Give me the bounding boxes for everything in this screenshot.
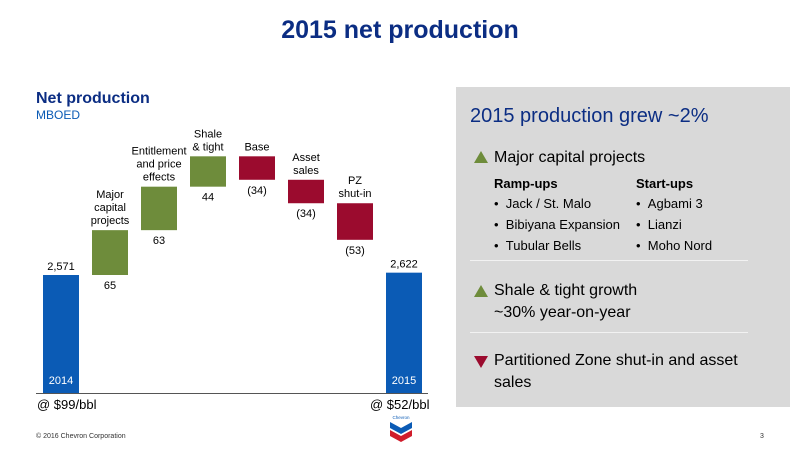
data-label: 2,622 [390, 259, 418, 271]
data-label: 2,571 [47, 261, 75, 273]
bar-total-7 [386, 272, 422, 393]
increase-triangle-icon [474, 151, 488, 163]
section-major-capital-heading: Major capital projects [494, 149, 646, 166]
category-label: Asset [292, 152, 320, 164]
category-label: Base [244, 141, 269, 153]
category-label: Shale [194, 128, 222, 140]
panel-divider [470, 332, 748, 333]
bar-increase-1 [92, 230, 128, 275]
bar-year-label: 2015 [392, 375, 416, 387]
section-pz-shut-in: Partitioned Zone shut-in and asset sales [494, 352, 738, 391]
start-ups-heading: Start-ups [636, 176, 694, 191]
data-label: 63 [153, 235, 165, 247]
bar-decrease-4 [239, 156, 275, 180]
start-ups-list: • Agbami 3 • Lianzi • Moho Nord [636, 193, 712, 256]
data-label: (53) [345, 245, 365, 257]
copyright: © 2016 Chevron Corporation [36, 433, 126, 440]
list-item: • Agbami 3 [636, 196, 703, 211]
section-shale-growth: Shale & tight growth ~30% year-on-year [494, 282, 638, 321]
bar-decrease-5 [288, 179, 324, 204]
category-label: Entitlement [131, 146, 186, 158]
category-label: effects [143, 172, 176, 184]
category-label: sales [293, 165, 319, 177]
chart-unit: MBOED [36, 108, 81, 122]
ramp-ups-heading: Ramp-ups [494, 176, 558, 191]
page-title: 2015 net production [281, 16, 519, 44]
bar-total-0 [43, 275, 79, 393]
chevron-logo: Chevron [390, 415, 412, 442]
data-label: (34) [247, 185, 267, 197]
chart-title: Net production [36, 90, 150, 107]
logo-chevron-red [390, 430, 412, 442]
price-label-2015: @ $52/bbl [370, 397, 430, 412]
category-label: PZ [348, 175, 362, 187]
category-label: and price [136, 159, 181, 171]
chart-baseline [36, 393, 428, 394]
bar-increase-2 [141, 186, 177, 231]
decrease-triangle-icon [474, 356, 488, 368]
page-number: 3 [760, 433, 764, 440]
panel-divider [470, 260, 748, 261]
panel-title: 2015 production grew ~2% [470, 105, 709, 127]
category-label: Major [96, 189, 124, 201]
data-label: (34) [296, 208, 316, 220]
logo-text: Chevron [392, 415, 410, 420]
data-label: 44 [202, 192, 214, 204]
category-label: shut-in [338, 188, 371, 200]
bar-increase-3 [190, 156, 226, 187]
category-label: & tight [192, 141, 223, 153]
list-item: • Lianzi [636, 217, 682, 232]
summary-panel [456, 87, 790, 407]
category-label: capital [94, 202, 126, 214]
increase-triangle-icon [474, 285, 488, 297]
list-item: • Moho Nord [636, 238, 713, 253]
list-item: • Bibiyana Expansion [494, 217, 620, 232]
list-item: • Jack / St. Malo [494, 196, 592, 211]
price-label-2014: @ $99/bbl [37, 397, 97, 412]
bar-decrease-6 [337, 203, 373, 240]
logo-chevron-blue [390, 422, 412, 434]
ramp-ups-list: • Jack / St. Malo • Bibiyana Expansion •… [494, 193, 620, 256]
list-item: • Tubular Bells [494, 238, 582, 253]
bar-year-label: 2014 [49, 375, 73, 387]
category-label: projects [91, 215, 130, 227]
data-label: 65 [104, 280, 116, 292]
